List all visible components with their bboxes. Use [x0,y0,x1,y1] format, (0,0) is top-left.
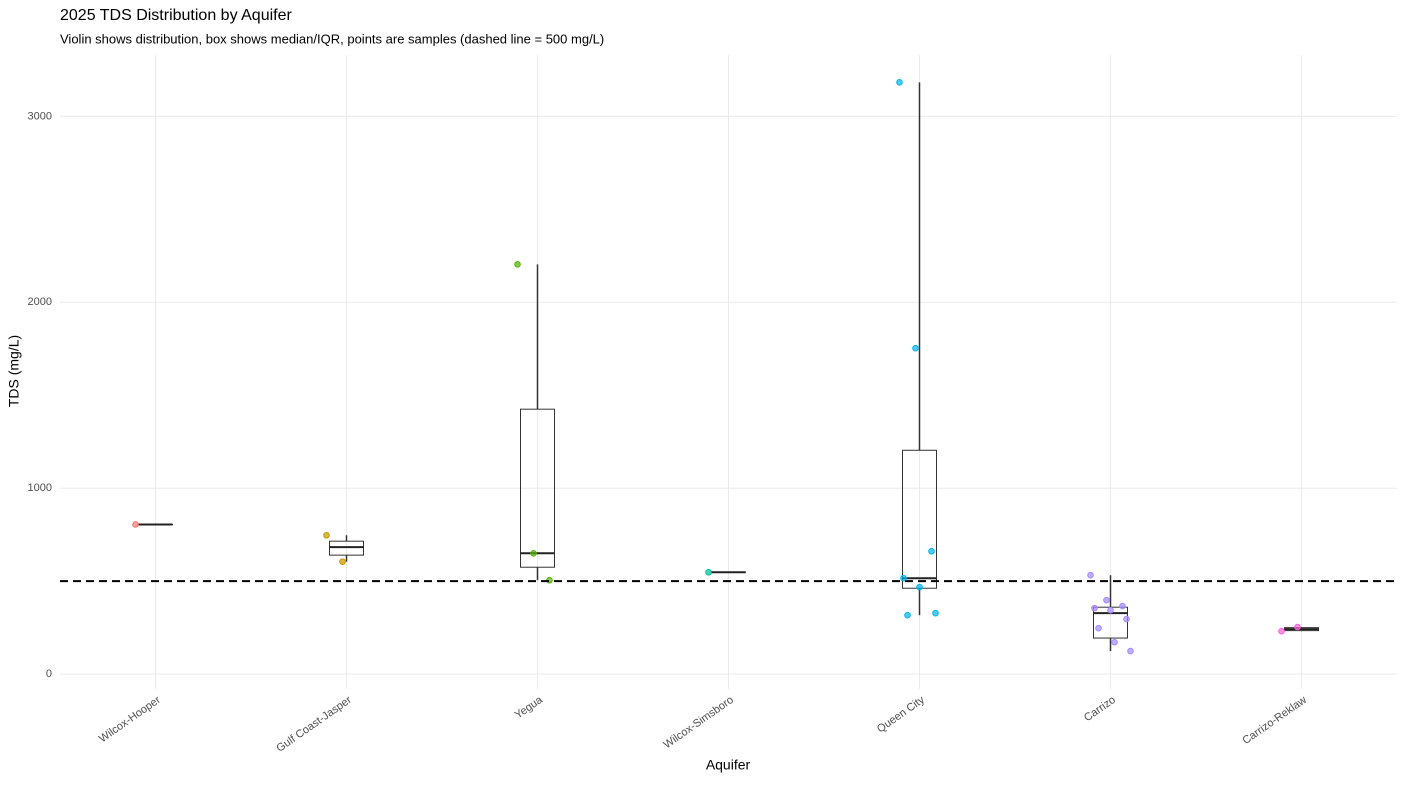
sample-point [1124,616,1130,622]
x-tick-label: Queen City [875,694,927,736]
sample-point [515,262,521,268]
x-tick-label: Carrizo [1082,694,1118,724]
x-tick-label: Wilcox-Hooper [97,694,163,745]
sample-point [340,559,346,565]
sample-point [706,569,712,575]
sample-point [1092,605,1098,611]
sample-point [1279,628,1285,634]
sample-point [929,548,935,554]
x-tick-label: Carrizo-Reklaw [1240,694,1309,747]
sample-point [901,575,907,581]
sample-point [1112,639,1118,645]
y-tick-label: 0 [46,668,52,680]
chart-subtitle: Violin shows distribution, box shows med… [60,31,604,46]
sample-point [1295,624,1301,630]
sample-point [917,584,923,590]
x-tick-label: Wilcox-Simsboro [661,694,735,751]
y-axis-title: TDS (mg/L) [6,335,22,407]
x-tick-label: Gulf Coast-Jasper [274,694,354,755]
sample-point [133,522,139,528]
sample-point [324,532,330,538]
sample-point [1096,625,1102,631]
y-tick-label: 2000 [28,296,52,308]
sample-point [913,345,919,351]
sample-point [531,550,537,556]
sample-point [1128,648,1134,654]
y-tick-label: 3000 [28,110,52,122]
sample-point [1104,597,1110,603]
sample-point [1088,572,1094,578]
sample-point [1120,603,1126,609]
sample-point [905,612,911,618]
x-axis-title: Aquifer [706,757,751,773]
x-tick-label: Yegua [513,694,546,722]
sample-point [1108,607,1114,613]
chart-title: 2025 TDS Distribution by Aquifer [60,7,293,24]
sample-point [933,610,939,616]
sample-point [897,80,903,86]
y-tick-label: 1000 [28,482,52,494]
